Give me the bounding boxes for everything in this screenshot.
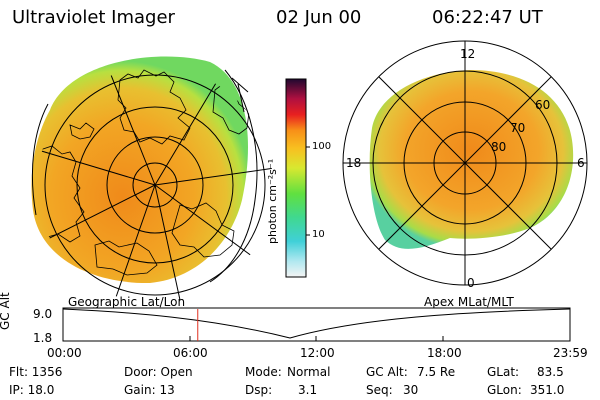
dsp-value: 3.1 [298, 383, 318, 397]
apex-caption: Apex MLat/MLT [424, 295, 514, 309]
left-meridian [154, 184, 181, 301]
flight-number: Flt: 1356 [9, 365, 63, 379]
geographic-caption: Geographic Lat/Lon [68, 295, 186, 309]
altitude-ytick-top: 9.0 [33, 307, 53, 321]
colorbar [285, 78, 310, 278]
left-limb-edge [231, 77, 249, 113]
mode-value: Normal [287, 365, 331, 379]
seq-value: 30 [403, 383, 419, 397]
altitude-xtick: 00:00 [47, 346, 82, 360]
observation-time: 06:22:47 UT [432, 7, 543, 28]
left-lat-ring-3 [76, 106, 234, 264]
left-meridian [154, 184, 261, 263]
altitude-xtick: 12:00 [300, 346, 335, 360]
apex-image [342, 40, 588, 286]
coastline [171, 202, 235, 258]
mlt-label-6: 6 [577, 156, 585, 170]
coastline [117, 69, 191, 145]
glat-value: 83.5 [537, 365, 564, 379]
seq-label: Seq: [366, 383, 393, 397]
altitude-xtick: 23:59 [553, 346, 588, 360]
gc-alt-label: GC Alt: [366, 365, 408, 379]
observation-date: 02 Jun 00 [276, 7, 362, 28]
mlat-label-60: 60 [535, 98, 551, 112]
mlt-label-12: 12 [460, 47, 476, 61]
colorbar-tick-label-100: 100 [312, 141, 332, 152]
colorbar-scale [285, 78, 307, 278]
left-meridian [104, 67, 156, 186]
left-limb-edge [209, 69, 258, 283]
mlt-line-diag [378, 76, 552, 250]
coastline [94, 240, 158, 276]
ip-value: IP: 18.0 [9, 383, 55, 397]
mlat-label-80: 80 [491, 140, 507, 154]
colorbar-unit-label: photon cm⁻²s⁻¹ [266, 158, 279, 244]
mlt-label-18: 18 [346, 156, 362, 170]
left-lat-ring-1 [132, 162, 178, 208]
mode-label: Mode: [245, 365, 282, 379]
left-lat-ring-4 [44, 74, 266, 296]
altitude-ytick-bottom: 1.8 [33, 331, 53, 345]
right-aurora-oval [369, 70, 574, 249]
altitude-xtick: 06:00 [173, 346, 208, 360]
left-meridian [154, 167, 273, 186]
left-limb-edge [31, 103, 49, 216]
altitude-curve [62, 308, 571, 339]
left-meridian [114, 184, 156, 301]
coastline [39, 145, 85, 243]
altitude-xtick: 18:00 [427, 346, 462, 360]
glon-value: 351.0 [530, 383, 565, 397]
left-lat-ring-2 [106, 136, 204, 234]
glat-label: GLat: [487, 365, 520, 379]
gain-value: Gain: 13 [124, 383, 175, 397]
coastline [69, 122, 95, 140]
left-meridian [37, 149, 156, 186]
mlat-label-70: 70 [510, 121, 526, 135]
gc-alt-value: 7.5 Re [417, 365, 456, 379]
altitude-plot [62, 307, 571, 342]
instrument-title: Ultraviolet Imager [12, 7, 175, 28]
colorbar-tick-label-10: 10 [312, 229, 325, 240]
mlt-label-0: 0 [467, 276, 475, 290]
glon-label: GLon: [487, 383, 522, 397]
left-meridian [154, 67, 226, 186]
dsp-label: Dsp: [245, 383, 273, 397]
altitude-ylabel: GC Alt [0, 292, 12, 330]
geographic-image [31, 56, 273, 301]
door-status: Door: Open [124, 365, 193, 379]
